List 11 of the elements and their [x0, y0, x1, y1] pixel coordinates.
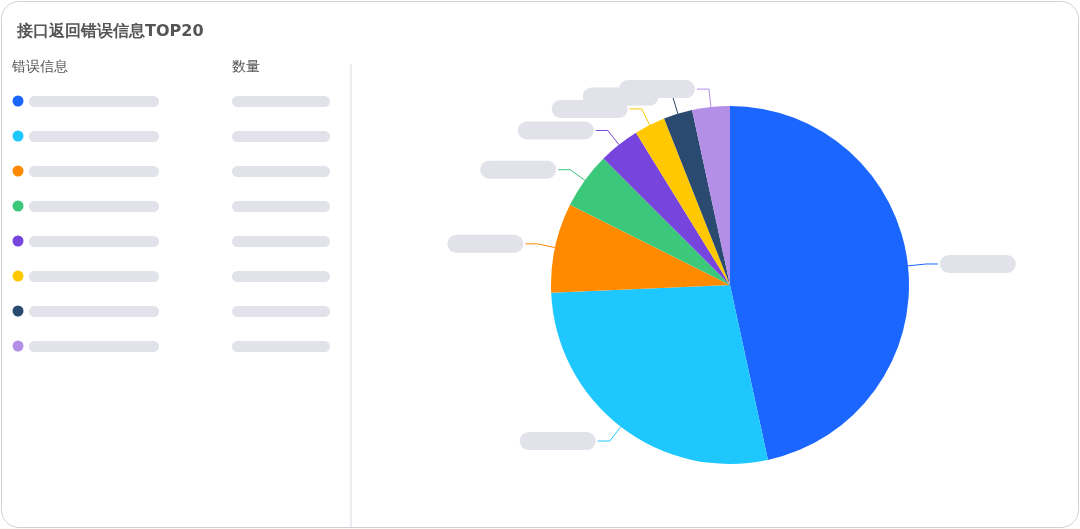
text: 接口返回错误信息TOP20 [17, 21, 204, 42]
text: 错误信息 [12, 58, 68, 76]
pie-slice [664, 110, 730, 285]
pie-slice [551, 204, 730, 293]
text: 数量 [232, 58, 260, 76]
pie-slice [730, 106, 909, 460]
pie-slice [570, 158, 730, 285]
pie-slice [635, 118, 730, 285]
pie-slice [551, 285, 768, 464]
pie-slice [603, 132, 730, 285]
pie-slice [692, 106, 730, 285]
